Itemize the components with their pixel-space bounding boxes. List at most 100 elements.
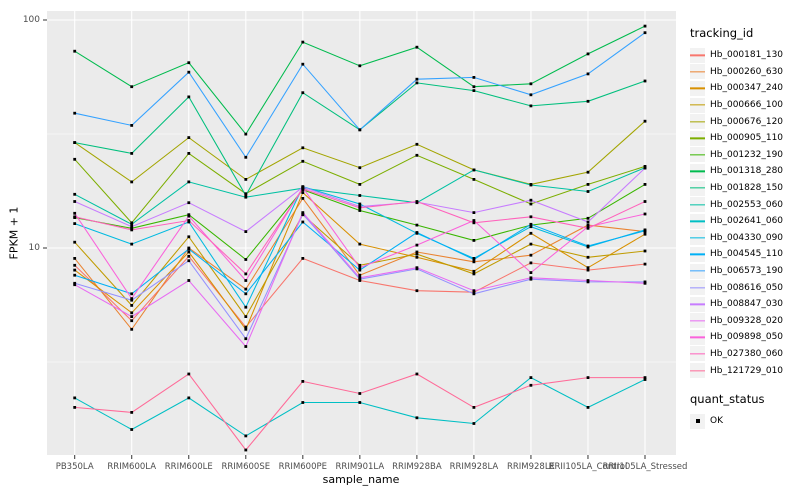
data-point — [73, 396, 77, 400]
data-point — [187, 372, 191, 376]
legend-key-swatch — [690, 147, 705, 163]
data-point — [643, 79, 647, 83]
data-point — [358, 276, 362, 280]
data-point — [415, 223, 419, 227]
data-point — [301, 220, 305, 224]
y-axis-title: FPKM + 1 — [7, 206, 21, 260]
data-point — [358, 166, 362, 170]
x-tick-label: RRIM600LE — [164, 462, 213, 472]
x-tick-label: RRII105LA_Stressed — [602, 462, 688, 472]
legend-key-swatch — [690, 47, 705, 63]
legend-item: Hb_004330_090 — [690, 230, 798, 247]
x-tick-label: RRIM901LA — [335, 462, 385, 472]
data-point — [415, 77, 419, 81]
data-point — [472, 89, 476, 92]
data-point — [301, 62, 305, 66]
x-tick-label: RRIM928LA — [449, 462, 499, 472]
data-point — [529, 276, 533, 280]
data-point — [244, 434, 248, 438]
legend-item: Hb_027380_060 — [690, 346, 798, 363]
legend-line-icon — [690, 270, 705, 272]
data-point — [73, 157, 77, 161]
data-point — [586, 255, 590, 259]
data-point — [643, 229, 647, 233]
data-point — [73, 141, 77, 144]
data-point — [244, 448, 248, 452]
data-point — [130, 315, 134, 318]
data-point — [586, 268, 590, 272]
legend-label: Hb_001232_190 — [710, 149, 784, 160]
data-point — [73, 283, 77, 287]
data-point — [643, 378, 647, 381]
legend-label: Hb_000676_120 — [710, 116, 784, 127]
data-point — [586, 279, 590, 282]
data-point — [529, 376, 533, 379]
legend-key-swatch — [690, 180, 705, 196]
shape-legend-items: OK — [690, 413, 798, 430]
data-point — [244, 195, 248, 199]
legend-line-icon — [690, 369, 705, 372]
data-point — [187, 70, 191, 74]
legend-line-icon — [690, 237, 705, 239]
legend-line-icon — [690, 286, 705, 289]
data-point — [187, 95, 191, 99]
data-point — [187, 396, 191, 400]
data-point — [529, 82, 533, 86]
data-point — [586, 225, 590, 229]
legend-key-swatch — [690, 280, 705, 296]
quant-legend-label: OK — [710, 416, 723, 427]
data-point — [529, 261, 533, 265]
legend-item: Hb_001232_190 — [690, 147, 798, 164]
data-point — [586, 183, 590, 186]
data-point — [529, 93, 533, 97]
data-point — [643, 183, 647, 186]
y-tick-label: 10 — [28, 243, 40, 253]
data-point — [130, 180, 134, 184]
data-point — [643, 376, 647, 379]
data-point — [529, 104, 533, 108]
legend-key-swatch — [690, 97, 705, 113]
data-point — [415, 200, 419, 203]
legend-key-swatch — [690, 263, 705, 279]
data-point — [415, 142, 419, 146]
legend-line-icon — [690, 320, 705, 322]
legend-item: Hb_008847_030 — [690, 296, 798, 313]
plot-panel — [47, 11, 676, 455]
data-point — [244, 305, 248, 309]
data-point — [301, 191, 305, 194]
x-tick-label: PB350LA — [55, 462, 94, 472]
data-point — [358, 194, 362, 197]
data-point — [472, 422, 476, 425]
quant-legend-item: OK — [690, 413, 798, 430]
data-point — [130, 222, 134, 226]
legend-item: Hb_002553_060 — [690, 196, 798, 213]
data-point — [244, 230, 248, 233]
legend-label: Hb_001828_150 — [710, 183, 784, 194]
x-tick-label: RRIM600LA — [107, 462, 157, 472]
legend-line-icon — [690, 353, 705, 355]
data-point — [586, 72, 590, 76]
data-point — [244, 279, 248, 282]
data-point — [187, 61, 191, 65]
data-point — [130, 124, 134, 127]
data-point — [415, 231, 419, 234]
data-point — [244, 194, 248, 197]
legend-line-icon — [690, 253, 705, 256]
data-point — [130, 226, 134, 230]
legend-item: Hb_009898_050 — [690, 329, 798, 346]
data-point — [301, 211, 305, 214]
legend-item: Hb_004545_110 — [690, 246, 798, 263]
legend-key-swatch — [690, 413, 705, 429]
data-point — [472, 178, 476, 181]
legend-item: Hb_000666_100 — [690, 97, 798, 114]
data-point — [358, 206, 362, 210]
data-point — [187, 235, 191, 239]
data-point — [187, 220, 191, 224]
data-point — [130, 298, 134, 302]
data-point — [244, 132, 248, 136]
data-point — [529, 202, 533, 206]
data-point — [187, 250, 191, 254]
data-point — [244, 337, 248, 341]
legend-label: Hb_000181_130 — [710, 50, 784, 61]
data-point — [472, 269, 476, 273]
